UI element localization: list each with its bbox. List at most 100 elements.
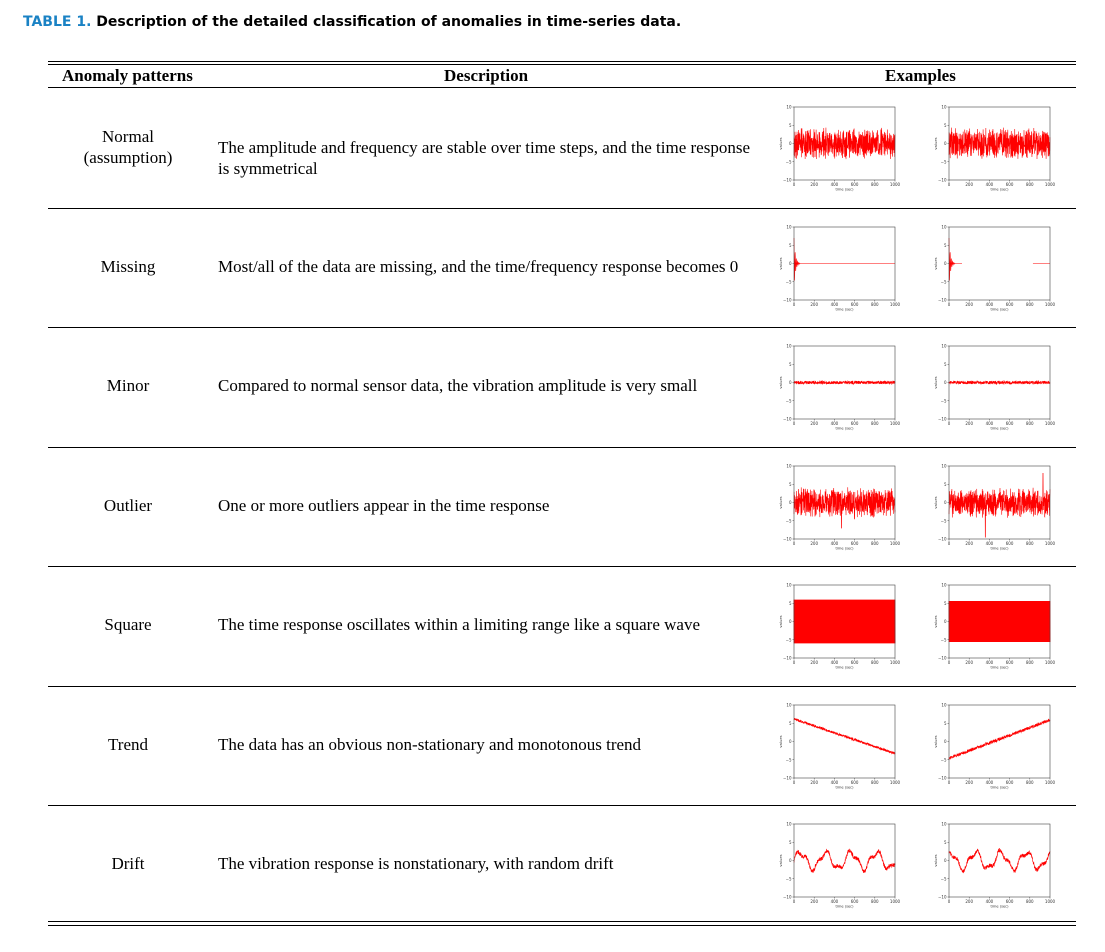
x-tick-label: 200 bbox=[810, 421, 818, 426]
y-tick-label: 5 bbox=[789, 242, 792, 247]
x-tick-label: 600 bbox=[1006, 660, 1014, 665]
x-tick-label: 800 bbox=[1026, 541, 1034, 546]
x-axis-label: time (sec) bbox=[835, 785, 854, 789]
y-tick-label: 0 bbox=[789, 619, 792, 624]
x-tick-label: 200 bbox=[965, 302, 973, 307]
x-tick-label: 0 bbox=[948, 899, 951, 904]
table-label: TABLE 1. bbox=[23, 14, 92, 30]
y-tick-label: −5 bbox=[786, 637, 792, 642]
x-tick-label: 800 bbox=[871, 421, 879, 426]
x-axis-label: time (sec) bbox=[990, 905, 1009, 909]
y-tick-label: −5 bbox=[941, 876, 947, 881]
x-tick-label: 0 bbox=[948, 541, 951, 546]
plot-frame bbox=[948, 704, 1051, 778]
y-tick-label: 0 bbox=[944, 858, 947, 863]
row-separator bbox=[48, 685, 1076, 687]
x-tick-label: 1000 bbox=[890, 182, 901, 187]
x-tick-label: 0 bbox=[793, 541, 796, 546]
anomaly-pattern-name: Drift bbox=[48, 853, 208, 874]
y-tick-label: −5 bbox=[941, 279, 947, 284]
y-tick-label: 0 bbox=[944, 261, 947, 266]
series-line bbox=[793, 127, 896, 160]
y-tick-label: 10 bbox=[786, 822, 792, 827]
y-tick-label: 5 bbox=[944, 481, 947, 486]
anomaly-description: Most/all of the data are missing, and th… bbox=[218, 256, 739, 276]
y-axis-label: values bbox=[933, 257, 938, 269]
x-tick-label: 600 bbox=[851, 302, 859, 307]
anomaly-pattern-name: Trend bbox=[48, 734, 208, 755]
x-tick-label: 1000 bbox=[1045, 899, 1056, 904]
x-tick-label: 0 bbox=[948, 302, 951, 307]
x-tick-label: 600 bbox=[851, 780, 859, 785]
y-tick-label: 0 bbox=[944, 739, 947, 744]
anomaly-description: The amplitude and frequency are stable o… bbox=[218, 137, 751, 178]
x-tick-label: 200 bbox=[965, 899, 973, 904]
series-line bbox=[793, 237, 895, 280]
table-bottom-rule-inner bbox=[48, 921, 1076, 922]
y-tick-label: 5 bbox=[944, 720, 947, 725]
x-tick-label: 0 bbox=[793, 421, 796, 426]
x-tick-label: 1000 bbox=[1045, 780, 1056, 785]
x-tick-label: 400 bbox=[986, 302, 994, 307]
x-axis-label: time (sec) bbox=[990, 307, 1009, 311]
series-line bbox=[948, 379, 1051, 386]
x-tick-label: 1000 bbox=[1045, 182, 1056, 187]
anomaly-description: Compared to normal sensor data, the vibr… bbox=[218, 376, 698, 396]
x-tick-label: 800 bbox=[1026, 302, 1034, 307]
x-tick-label: 1000 bbox=[890, 780, 901, 785]
x-tick-label: 0 bbox=[948, 421, 951, 426]
y-tick-label: 5 bbox=[944, 123, 947, 128]
x-tick-label: 0 bbox=[793, 660, 796, 665]
plot-frame bbox=[793, 823, 896, 898]
x-tick-label: 600 bbox=[851, 660, 859, 665]
x-tick-label: 0 bbox=[793, 780, 796, 785]
header-description: Description bbox=[444, 66, 529, 85]
y-tick-label: −5 bbox=[786, 159, 792, 164]
y-tick-label: −5 bbox=[941, 398, 947, 403]
anomaly-pattern-line1: Minor bbox=[106, 376, 150, 396]
y-tick-label: −10 bbox=[783, 895, 792, 900]
x-tick-label: 200 bbox=[965, 182, 973, 187]
y-tick-label: 5 bbox=[789, 720, 792, 725]
y-tick-label: 10 bbox=[941, 822, 947, 827]
x-tick-label: 800 bbox=[871, 541, 879, 546]
x-tick-label: 400 bbox=[986, 182, 994, 187]
y-tick-label: 5 bbox=[944, 601, 947, 606]
x-tick-label: 1000 bbox=[890, 660, 901, 665]
x-tick-label: 200 bbox=[965, 660, 973, 665]
x-tick-label: 600 bbox=[851, 899, 859, 904]
series-line bbox=[793, 599, 896, 644]
x-tick-label: 600 bbox=[1006, 780, 1014, 785]
y-tick-label: −10 bbox=[783, 656, 792, 661]
y-tick-label: 5 bbox=[789, 481, 792, 486]
x-axis-label: time (sec) bbox=[835, 427, 854, 431]
header-rule bbox=[48, 87, 1076, 88]
x-axis-label: time (sec) bbox=[990, 427, 1009, 431]
row-separator bbox=[48, 446, 1076, 448]
anomaly-pattern-line2: (assumption) bbox=[83, 147, 173, 167]
x-tick-label: 800 bbox=[1026, 421, 1034, 426]
x-tick-label: 200 bbox=[810, 899, 818, 904]
x-tick-label: 1000 bbox=[890, 541, 901, 546]
x-tick-label: 1000 bbox=[1045, 421, 1056, 426]
x-tick-label: 200 bbox=[810, 302, 818, 307]
table-top-rule bbox=[48, 61, 1076, 62]
x-tick-label: 0 bbox=[793, 182, 796, 187]
y-tick-label: 0 bbox=[789, 500, 792, 505]
x-tick-label: 400 bbox=[986, 899, 994, 904]
series-line bbox=[793, 717, 896, 754]
header-anomaly-patterns: Anomaly patterns bbox=[62, 66, 193, 85]
y-tick-label: 10 bbox=[786, 463, 792, 468]
x-tick-label: 400 bbox=[986, 421, 994, 426]
x-tick-label: 200 bbox=[965, 541, 973, 546]
anomaly-pattern-line1: Square bbox=[104, 615, 152, 635]
anomaly-pattern-name: Normal (assumption) bbox=[48, 126, 208, 168]
row-separator bbox=[48, 805, 1076, 806]
